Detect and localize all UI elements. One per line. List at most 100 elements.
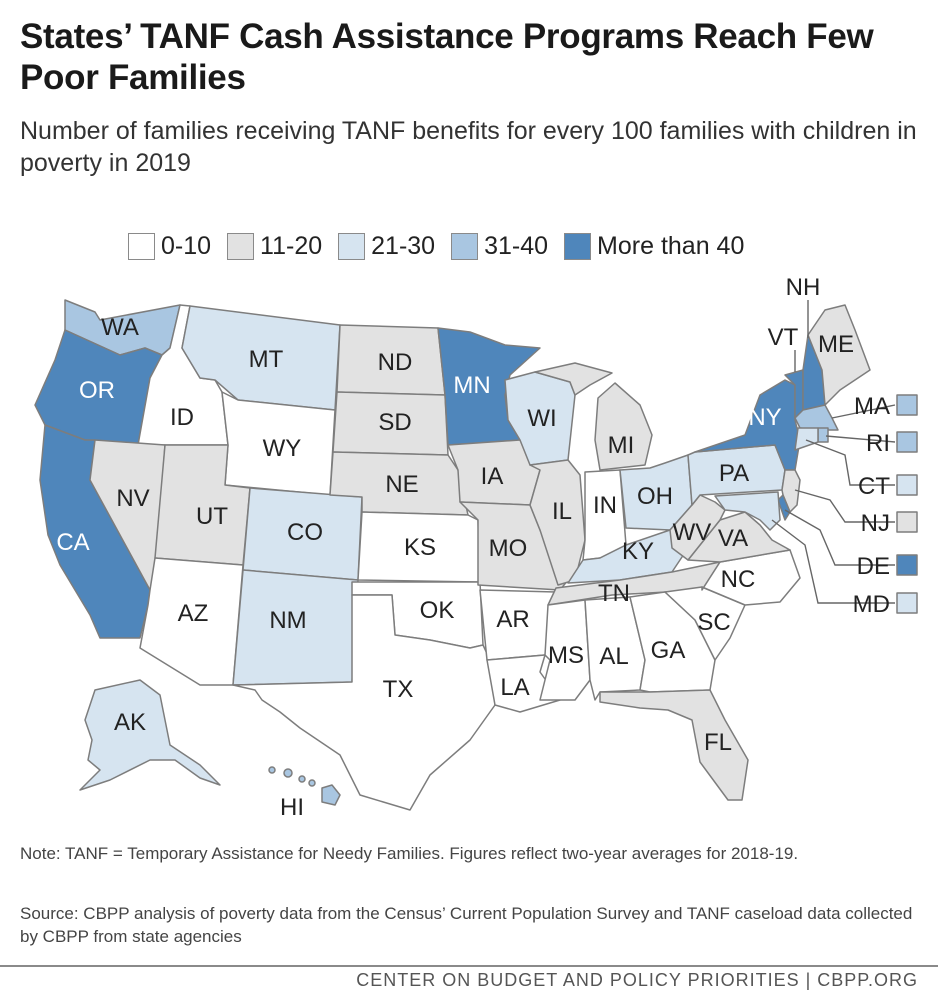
hawaii-small-islands <box>268 766 316 787</box>
label-nm: NM <box>269 607 306 634</box>
footer-divider <box>0 965 938 967</box>
swatch-de <box>896 554 918 576</box>
label-mt: MT <box>249 346 284 373</box>
swatch-ri <box>896 431 918 453</box>
label-mi: MI <box>608 432 635 459</box>
label-ky: KY <box>622 538 654 565</box>
label-nd: ND <box>378 349 413 376</box>
label-in: IN <box>593 492 617 519</box>
legend-swatch <box>451 232 479 260</box>
legend-swatch <box>128 232 155 260</box>
label-ia: IA <box>481 463 504 490</box>
label-or: OR <box>79 377 115 404</box>
label-ok: OK <box>420 597 455 624</box>
legend-item-0-10: 0-10 <box>128 232 211 261</box>
label-mo: MO <box>489 535 528 562</box>
chart-title: States’ TANF Cash Assistance Programs Re… <box>20 17 874 97</box>
legend-swatch <box>564 232 592 260</box>
state-de[interactable] <box>777 494 791 521</box>
state-me[interactable] <box>807 304 871 406</box>
label-co: CO <box>287 519 323 546</box>
leader-ma <box>831 404 896 419</box>
swatch-ma <box>896 394 918 416</box>
label-hi: HI <box>280 794 304 821</box>
legend: 0-10 11-20 21-30 31-40 More than 40 <box>128 229 760 263</box>
state-ri[interactable] <box>817 427 829 443</box>
label-tn: TN <box>598 580 630 607</box>
state-hi[interactable] <box>321 784 341 806</box>
swatch-nj <box>896 511 918 533</box>
footnote-note: Note: TANF = Temporary Assistance for Ne… <box>20 844 799 863</box>
label-il: IL <box>552 498 572 525</box>
label-sc: SC <box>697 609 730 636</box>
label-de: DE <box>857 553 890 580</box>
leader-ct <box>805 439 895 486</box>
us-map: WA OR CA ID NV MT WY UT CO AZ NM ND SD N… <box>34 274 918 821</box>
footnote-source: Source: CBPP analysis of poverty data fr… <box>20 904 913 946</box>
label-mn: MN <box>453 372 490 399</box>
label-ct: CT <box>858 473 890 500</box>
label-la: LA <box>500 674 529 701</box>
label-nj: NJ <box>861 510 890 537</box>
state-md[interactable] <box>714 491 781 531</box>
label-pa: PA <box>719 460 749 487</box>
leader-de <box>784 509 895 566</box>
label-nv: NV <box>116 485 149 512</box>
state-tx[interactable] <box>232 594 496 811</box>
legend-swatch <box>227 232 255 260</box>
state-il[interactable] <box>529 459 586 586</box>
legend-item-more-than-40: More than 40 <box>564 232 744 261</box>
label-id: ID <box>170 404 194 431</box>
label-ga: GA <box>651 637 686 664</box>
label-wy: WY <box>263 435 302 462</box>
label-ri: RI <box>866 430 890 457</box>
label-ks: KS <box>404 534 436 561</box>
state-nj[interactable] <box>781 469 801 513</box>
state-mi-lower[interactable] <box>594 382 653 471</box>
legend-item-21-30: 21-30 <box>338 232 435 261</box>
leader-ri <box>825 435 896 443</box>
label-ma: MA <box>854 393 890 420</box>
legend-label: 21-30 <box>371 231 436 260</box>
legend-label: 0-10 <box>161 231 212 260</box>
legend-item-11-20: 11-20 <box>227 232 322 261</box>
footer-credit: CENTER ON BUDGET AND POLICY PRIORITIES |… <box>356 970 918 990</box>
label-sd: SD <box>378 409 411 436</box>
chart-subtitle: Number of families receiving TANF benefi… <box>20 117 917 177</box>
label-va: VA <box>718 525 748 552</box>
label-ny: NY <box>748 404 781 431</box>
leader-nj <box>794 489 895 523</box>
legend-item-31-40: 31-40 <box>451 232 548 261</box>
label-nh: NH <box>786 274 821 301</box>
label-wi: WI <box>527 405 556 432</box>
state-va[interactable] <box>687 511 791 563</box>
label-ca: CA <box>56 529 89 556</box>
label-oh: OH <box>637 483 673 510</box>
state-mn[interactable] <box>437 327 541 446</box>
legend-label: 31-40 <box>484 231 549 260</box>
state-ak[interactable] <box>79 679 221 791</box>
label-me: ME <box>818 331 854 358</box>
leader-md <box>771 519 895 604</box>
label-nc: NC <box>721 566 756 593</box>
label-ak: AK <box>114 709 146 736</box>
state-ny[interactable] <box>694 379 801 471</box>
label-az: AZ <box>178 600 209 627</box>
label-al: AL <box>599 643 628 670</box>
label-ut: UT <box>196 503 228 530</box>
label-wa: WA <box>101 314 139 341</box>
label-wv: WV <box>673 519 712 546</box>
state-fl[interactable] <box>599 689 749 801</box>
legend-label: 11-20 <box>260 231 323 260</box>
label-tx: TX <box>383 676 414 703</box>
swatch-md <box>896 592 918 614</box>
state-mi[interactable] <box>534 362 613 396</box>
label-fl: FL <box>704 729 732 756</box>
state-ct[interactable] <box>794 427 819 451</box>
legend-label: More than 40 <box>597 231 745 260</box>
label-ne: NE <box>385 471 418 498</box>
label-ar: AR <box>496 606 529 633</box>
legend-swatch <box>338 232 366 260</box>
label-md: MD <box>853 591 890 618</box>
label-vt: VT <box>768 324 799 351</box>
